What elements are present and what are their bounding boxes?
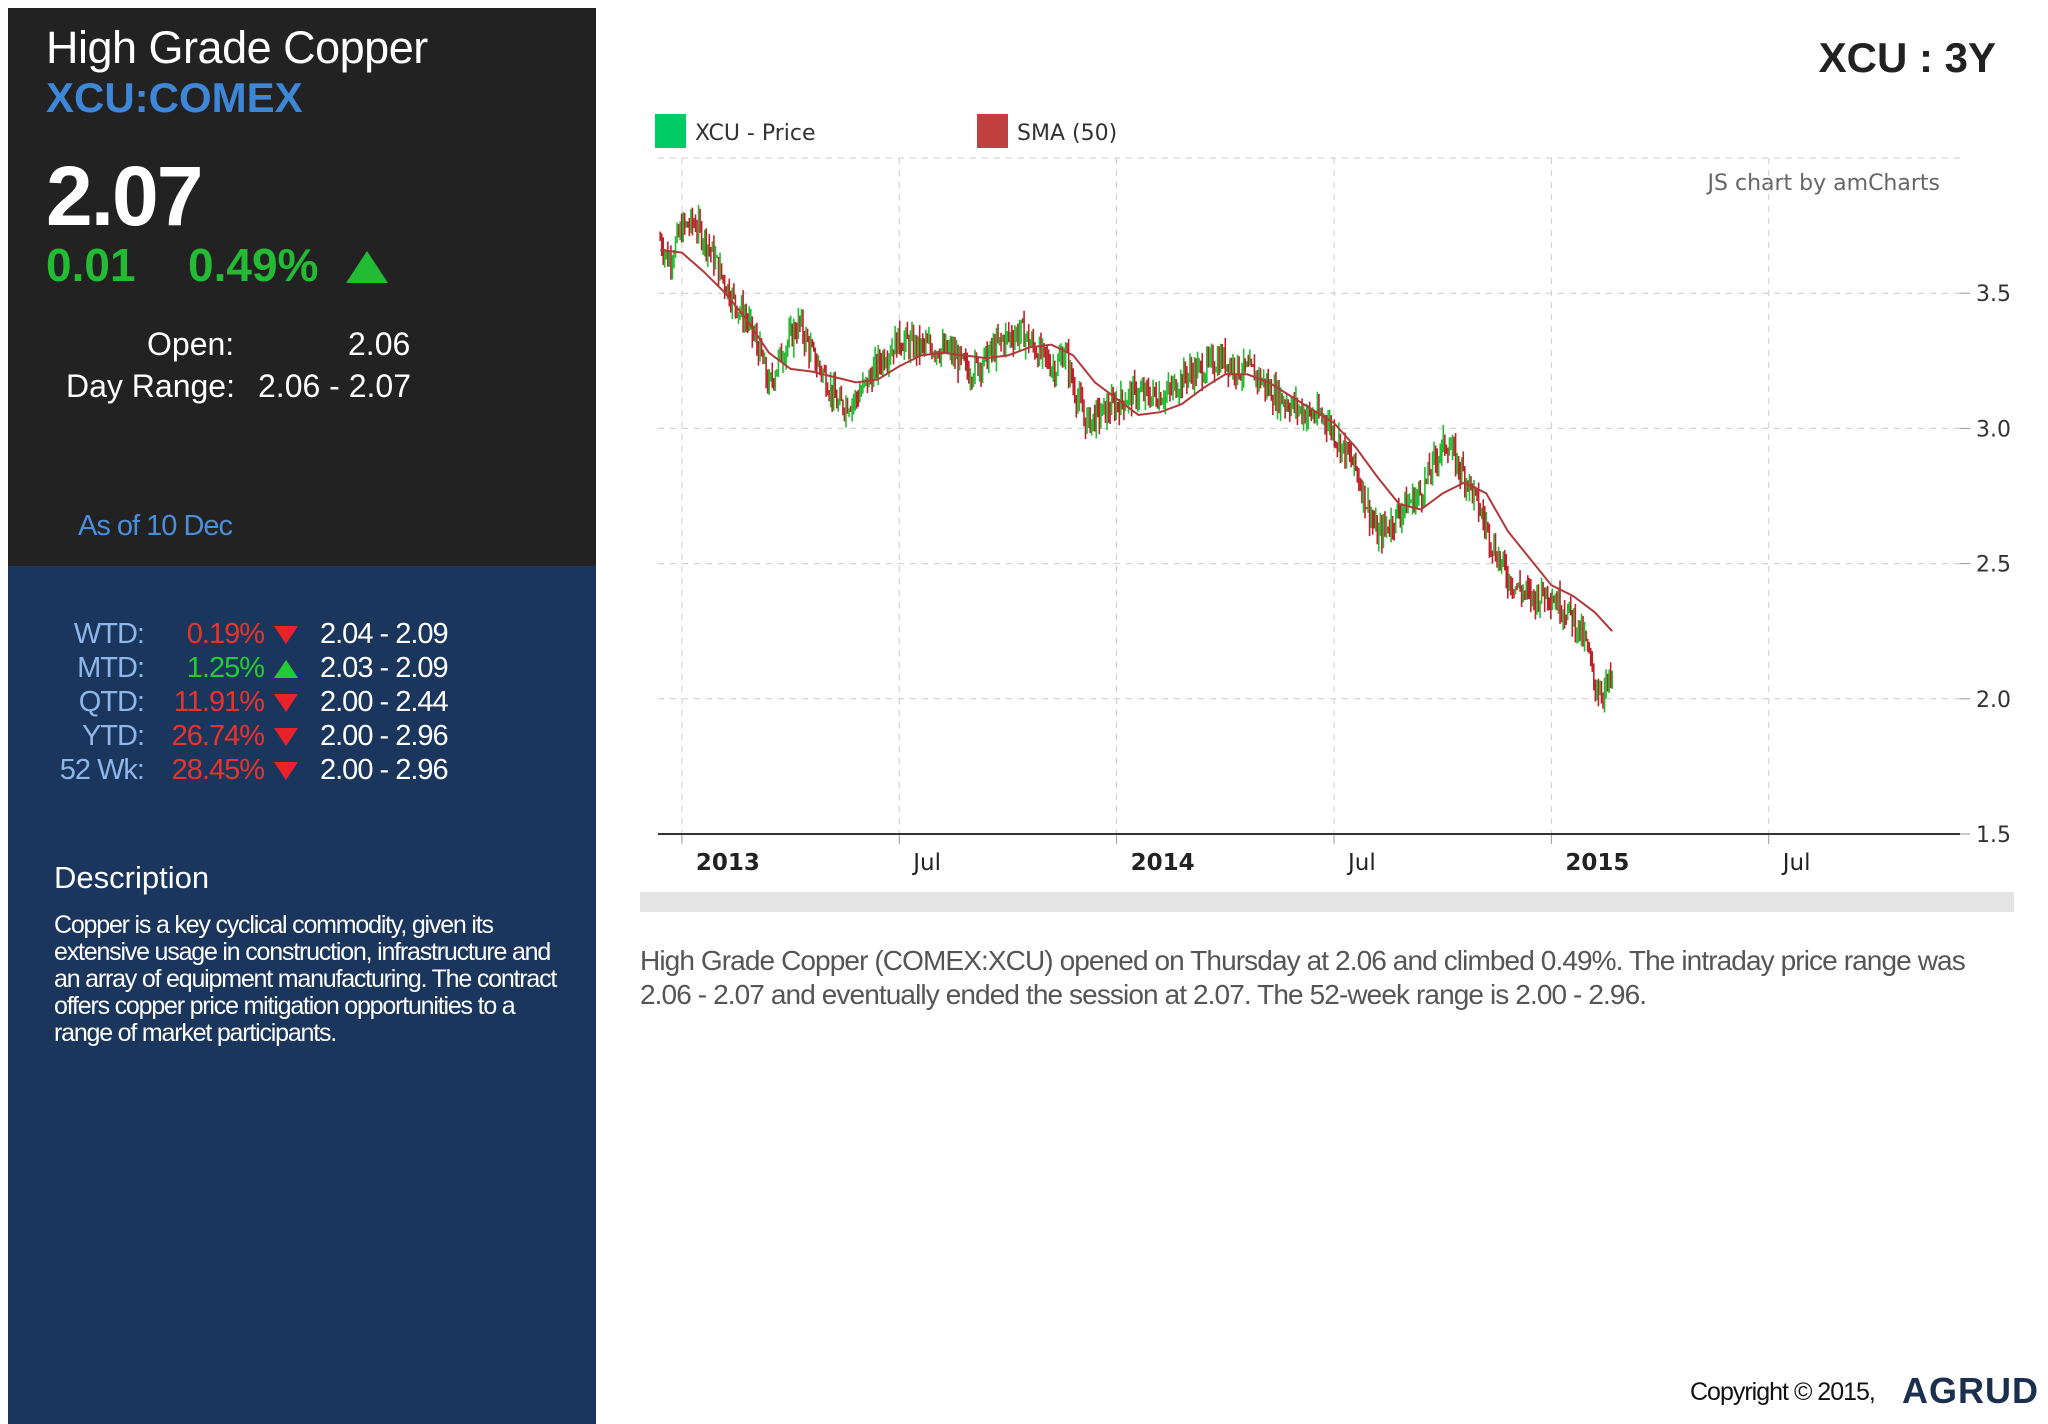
wtd-label: WTD: <box>73 618 145 650</box>
last-price: 2.07 <box>46 149 203 243</box>
description-text: Copper is a key cyclical commodity, give… <box>54 911 557 1047</box>
mtd-range: 2.03 - 2.09 <box>320 652 449 684</box>
qtd-label: QTD: <box>78 686 145 718</box>
quote-panel <box>8 8 596 566</box>
up-arrow-icon <box>274 660 298 678</box>
session-summary: High Grade Copper (COMEX:XCU) opened on … <box>640 945 1966 1010</box>
x-tick-label: 2013 <box>696 850 760 876</box>
mtd-pct: 1.25% <box>186 652 265 684</box>
ytd-pct: 26.74% <box>171 720 265 752</box>
wtd-pct: 0.19% <box>186 618 265 650</box>
chart-scrollbar[interactable] <box>640 892 2014 912</box>
price-change: 0.01 <box>46 239 136 291</box>
y-tick-label: 2.0 <box>1976 688 2011 713</box>
qtd-pct: 11.91% <box>173 686 265 718</box>
open-value: 2.06 <box>348 326 411 362</box>
up-arrow-icon <box>346 251 388 283</box>
instrument-ticker: XCU:COMEX <box>46 74 303 121</box>
day-range-value: 2.06 - 2.07 <box>258 368 411 404</box>
wtd-range: 2.04 - 2.09 <box>320 618 449 650</box>
y-tick-label: 3.0 <box>1976 417 2011 442</box>
copyright-text: Copyright © 2015, <box>1690 1378 1876 1406</box>
52wk-label: 52 Wk: <box>59 754 145 786</box>
price-chart: XCU - Price SMA (50) JS chart by amCharts 1… <box>655 114 2011 876</box>
legend-label: SMA (50) <box>1017 121 1117 146</box>
description-heading: Description <box>54 860 210 895</box>
open-label: Open: <box>147 326 235 362</box>
down-arrow-icon <box>274 626 298 644</box>
x-tick-label: 2015 <box>1565 850 1629 876</box>
sma-line <box>660 248 1613 632</box>
chart-credit: JS chart by amCharts <box>1706 171 1940 196</box>
legend-swatch <box>977 114 1008 148</box>
down-arrow-icon <box>274 762 298 780</box>
performance-panel <box>8 566 596 1424</box>
qtd-range: 2.00 - 2.44 <box>320 686 449 718</box>
ytd-label: YTD: <box>81 720 145 752</box>
as-of-date: As of 10 Dec <box>78 510 233 542</box>
mtd-label: MTD: <box>77 652 145 684</box>
ytd-range: 2.00 - 2.96 <box>320 720 449 752</box>
y-tick-label: 3.5 <box>1976 282 2011 307</box>
day-range-label: Day Range: <box>66 368 235 404</box>
down-arrow-icon <box>274 728 298 746</box>
legend-swatch <box>655 114 686 148</box>
y-tick-label: 2.5 <box>1976 553 2011 578</box>
chart-range-heading: XCU : 3Y <box>1818 34 1996 81</box>
instrument-name: High Grade Copper <box>46 22 428 73</box>
x-tick-label: Jul <box>1781 850 1811 876</box>
x-tick-label: Jul <box>1346 850 1376 876</box>
brand-logo: AGRUD <box>1902 1370 2039 1411</box>
x-tick-label: Jul <box>911 850 941 876</box>
y-tick-label: 1.5 <box>1976 823 2011 848</box>
legend-label: XCU - Price <box>695 121 816 146</box>
down-arrow-icon <box>274 694 298 712</box>
52wk-pct: 28.45% <box>171 754 265 786</box>
52wk-range: 2.00 - 2.96 <box>320 754 449 786</box>
x-tick-label: 2014 <box>1131 850 1195 876</box>
price-change-pct: 0.49% <box>188 239 319 291</box>
